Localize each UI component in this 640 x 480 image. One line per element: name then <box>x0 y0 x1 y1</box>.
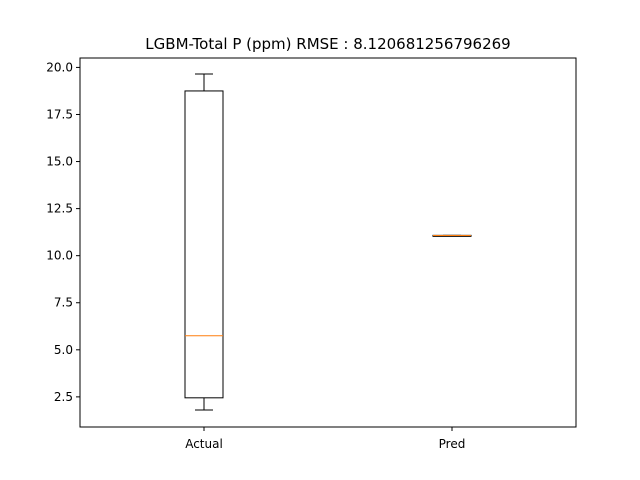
y-tick-label: 12.5 <box>46 202 73 216</box>
y-tick-label: 2.5 <box>54 390 73 404</box>
x-tick-label: Pred <box>439 437 466 451</box>
y-tick-label: 5.0 <box>54 343 73 357</box>
x-axis: Actual Pred <box>185 427 465 451</box>
chart-title: LGBM-Total P (ppm) RMSE : 8.120681256796… <box>145 35 510 53</box>
y-tick-label: 7.5 <box>54 296 73 310</box>
y-axis: 2.5 5.0 7.5 10.0 12.5 15.0 17.5 20.0 <box>46 60 80 404</box>
plot-area <box>79 57 577 428</box>
y-tick-label: 20.0 <box>46 60 73 74</box>
y-tick-label: 17.5 <box>46 107 73 121</box>
boxes <box>184 73 472 411</box>
box-actual <box>184 90 224 399</box>
x-tick-label: Actual <box>185 437 223 451</box>
y-tick-label: 10.0 <box>46 249 73 263</box>
y-tick-label: 15.0 <box>46 155 73 169</box>
